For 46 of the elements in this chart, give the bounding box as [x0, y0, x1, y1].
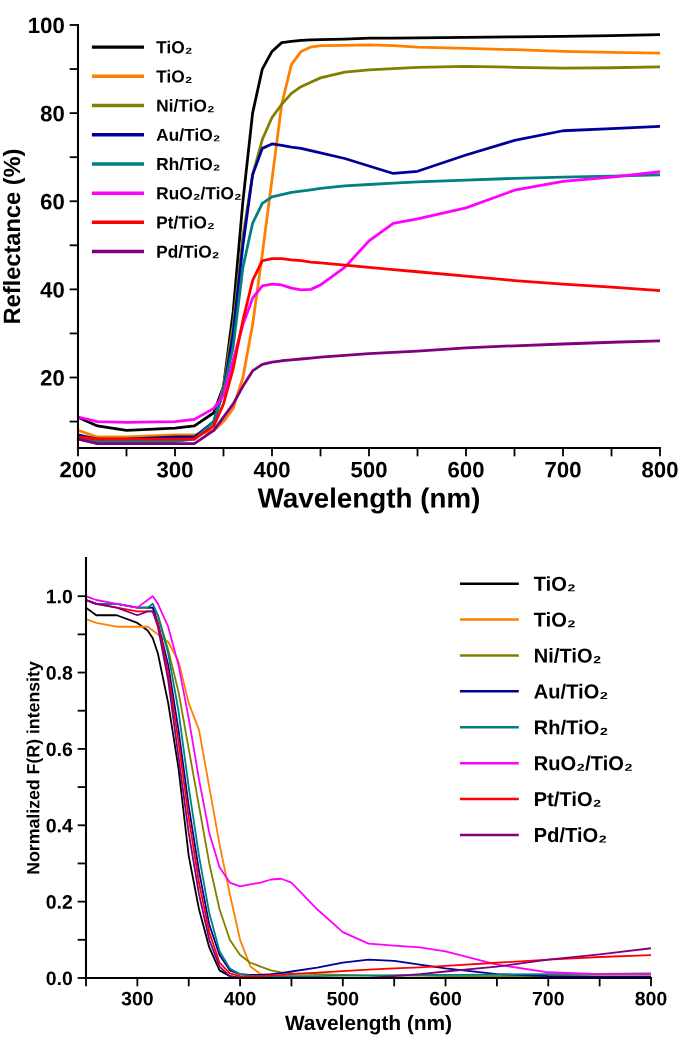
legend-label: Au/TiO₂ — [534, 683, 608, 700]
y-tick-label: 1.0 — [47, 589, 73, 604]
legend-label: Ni/TiO₂ — [157, 99, 214, 113]
x-tick-label: 400 — [253, 461, 290, 478]
legend-label: Ni/TiO₂ — [535, 647, 601, 664]
x-tick-label: 500 — [327, 991, 359, 1006]
y-tick-label: 20 — [40, 370, 64, 386]
legend-label: RuO₂/TiO₂ — [157, 186, 241, 200]
y-tick-label: 40 — [40, 281, 64, 298]
x-axis-title: Wavelength (nm) — [257, 487, 479, 514]
legend-label: Au/TiO₂ — [156, 128, 220, 142]
x-tick-label: 400 — [224, 991, 256, 1006]
legend-label: Rh/TiO₂ — [535, 719, 608, 735]
legend-label: TiO₂ — [156, 69, 192, 83]
legend-label: TiO₂ — [533, 612, 575, 628]
y-tick-label: 0.4 — [46, 818, 73, 833]
x-tick-label: 600 — [430, 991, 461, 1006]
legend-label: Rh/TiO₂ — [157, 157, 220, 171]
x-tick-label: 800 — [642, 461, 678, 478]
x-tick-label: 200 — [60, 461, 96, 478]
y-tick-label: 100 — [29, 17, 64, 34]
x-tick-label: 300 — [156, 461, 193, 478]
legend-label: Pd/TiO₂ — [535, 827, 607, 843]
x-tick-label: 300 — [121, 991, 153, 1006]
legend-label: TiO₂ — [533, 576, 575, 592]
y-tick-label: 60 — [40, 193, 64, 210]
y-tick-label: 0.0 — [46, 971, 73, 986]
x-tick-label: 500 — [351, 461, 387, 478]
x-tick-label: 700 — [532, 991, 564, 1006]
line-series — [78, 339, 660, 445]
y-tick-label: 0.6 — [46, 742, 73, 757]
x-tick-label: 800 — [635, 991, 667, 1006]
y-axis-title: Reflectance (%) — [2, 149, 25, 323]
x-axis-title: Wavelength (nm) — [285, 1014, 451, 1035]
y-tick-label: 80 — [40, 105, 64, 122]
legend-label: Pt/TiO₂ — [157, 215, 214, 229]
y-tick-label: 0.8 — [46, 666, 73, 680]
legend-label: TiO₂ — [156, 40, 192, 54]
x-tick-label: 600 — [448, 461, 484, 478]
legend-label: RuO₂/TiO₂ — [535, 755, 632, 771]
x-tick-label: 700 — [545, 461, 581, 478]
legend-label: Pd/TiO₂ — [157, 245, 219, 259]
legend-label: Pt/TiO₂ — [535, 791, 601, 807]
y-tick-label: 0.2 — [46, 895, 73, 909]
line-series — [78, 257, 660, 441]
y-axis-title: Normalized F(R) intensity — [26, 661, 43, 874]
